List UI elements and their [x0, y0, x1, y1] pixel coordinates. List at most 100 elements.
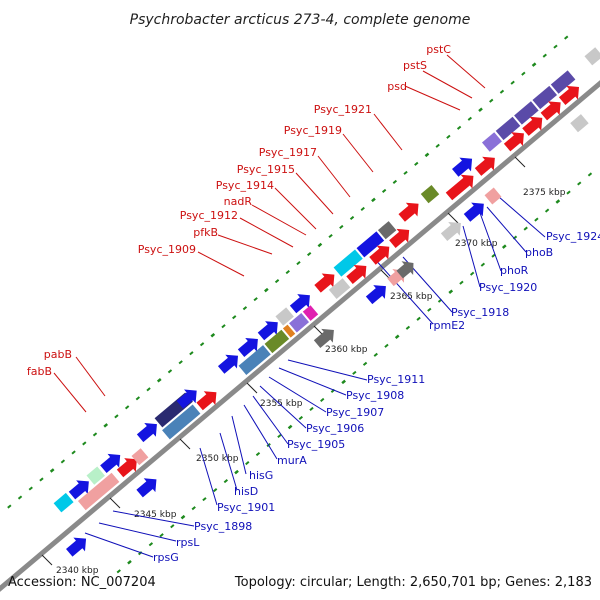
rail-dot [489, 98, 494, 103]
rail-dot [416, 316, 421, 321]
rail-dot [39, 477, 44, 482]
rail-dot [307, 251, 312, 257]
rail-dot [405, 325, 411, 330]
gene-arrow [440, 221, 461, 242]
tick-label: 2340 kbp [56, 566, 99, 576]
rail-dot [435, 143, 440, 148]
rail-dot [577, 181, 582, 186]
label-Psyc_1920: Psyc_1920 [479, 281, 537, 294]
gene-arrow [463, 202, 484, 222]
tick-2375: 2375 kbp [514, 156, 566, 198]
gene-arrow [257, 321, 278, 341]
tick-2345: 2345 kbp [109, 497, 177, 520]
rail-dot [71, 450, 76, 455]
rail-dot [202, 497, 207, 502]
rail-dot [371, 197, 376, 203]
gene-arrow [503, 132, 524, 152]
rail-dot [341, 379, 346, 385]
map-title: Psychrobacter arcticus 273-4, complete g… [130, 12, 471, 28]
label-Psyc_1917: Psyc_1917 [259, 146, 317, 159]
rail-dot [349, 215, 355, 221]
tick-2370: 2370 kbp [447, 212, 498, 249]
tick-label: 2375 kbp [523, 188, 566, 198]
gene-segment [514, 101, 539, 125]
gene-arrow [136, 478, 157, 498]
label-Psyc_1918: Psyc_1918 [451, 306, 509, 319]
tick-label: 2350 kbp [196, 454, 239, 464]
label-Psyc_1921: Psyc_1921 [314, 103, 372, 116]
label-nadR: nadR [224, 195, 253, 208]
gene-segment [53, 492, 74, 513]
rail-dot [146, 387, 151, 392]
gene-arrow [289, 294, 310, 314]
gene-arrow [369, 245, 390, 265]
gene-arrow [217, 354, 239, 374]
rail-dot [234, 469, 239, 475]
gene-features [53, 47, 600, 557]
gene-arrow [314, 273, 335, 293]
gene-arrow [313, 328, 334, 348]
rail-dot [534, 217, 539, 222]
rail-dot [456, 125, 462, 130]
rail-dot [478, 107, 483, 112]
label-murA: murA [277, 454, 307, 467]
gene-arrow [66, 537, 87, 557]
gene-arrow [452, 157, 473, 177]
gene-segment [282, 324, 296, 338]
gene-segment [333, 249, 363, 277]
gene-segment [86, 466, 105, 485]
rail-dot [287, 424, 293, 430]
label-Psyc_1915: Psyc_1915 [237, 163, 295, 176]
tick-label: 2365 kbp [390, 292, 433, 302]
blue-leader-lines [84, 196, 546, 558]
gene-segment [420, 185, 440, 204]
scale-ticks: 2340 kbp 2345 kbp 2350 kbp 2355 kbp 2360… [41, 156, 566, 576]
rail-dot [264, 287, 269, 293]
label-pfkB: pfkB [193, 226, 218, 239]
label-Psyc_1901: Psyc_1901 [217, 501, 275, 514]
rail-dot [564, 35, 569, 40]
rail-dot [223, 479, 229, 484]
label-pabB: pabB [44, 348, 72, 361]
rail-dot [232, 315, 237, 320]
rail-dot [191, 506, 196, 511]
gene-segment [481, 132, 502, 152]
gene-segment [162, 404, 201, 440]
topology-summary: Topology: circular; Length: 2,650,701 bp… [234, 575, 592, 590]
rail-dot [199, 342, 205, 347]
gene-arrow [474, 156, 495, 176]
gene-segment [550, 70, 576, 94]
rail-dot [499, 89, 505, 94]
gene-arrow [68, 480, 89, 500]
gene-arrow [136, 422, 157, 443]
label-Psyc_1909: Psyc_1909 [138, 243, 196, 256]
rail-dot [148, 542, 154, 547]
gene-arrow [398, 202, 419, 222]
tick-label: 2370 kbp [455, 239, 498, 249]
gene-arrow [237, 337, 258, 358]
rail-dot [523, 226, 528, 231]
blue-gene-labels: Psyc_1924 phoB phoR Psyc_1920 Psyc_1918 … [153, 230, 600, 564]
gene-segment [377, 221, 397, 240]
label-rpmE2: rpmE2 [429, 319, 465, 332]
rail-dot [245, 461, 250, 466]
tick-2340: 2340 kbp [41, 554, 99, 576]
rail-dot [553, 44, 558, 49]
rail-dot [394, 334, 400, 340]
rail-dot [180, 514, 186, 520]
rail-dot [544, 208, 550, 213]
gene-arrow [116, 458, 137, 478]
label-Psyc_1911: Psyc_1911 [367, 373, 425, 386]
label-Psyc_1898: Psyc_1898 [194, 520, 252, 533]
rail-dot [210, 332, 216, 338]
rail-dot [124, 405, 130, 410]
rail-dot [521, 71, 526, 76]
tick-2350: 2350 kbp [179, 438, 239, 464]
rail-dot [424, 152, 430, 158]
label-fabB: fabB [27, 365, 52, 378]
rail-dot [362, 361, 368, 366]
rail-dot [167, 369, 173, 374]
gene-segment [77, 472, 120, 511]
rail-dot [156, 378, 162, 383]
